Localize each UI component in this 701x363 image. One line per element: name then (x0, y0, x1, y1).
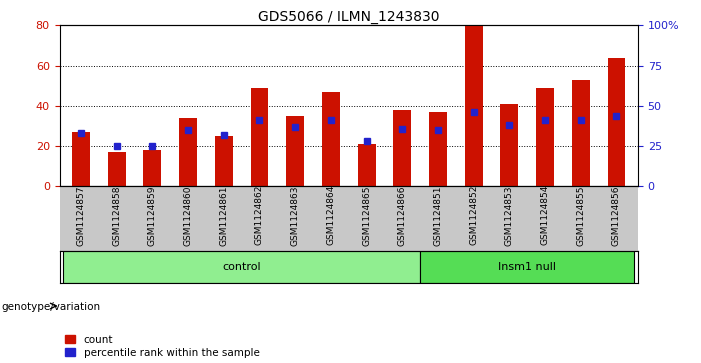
Bar (429, 112, 447, 187)
Bar (501, 104, 518, 187)
Bar (250, 88, 268, 187)
Bar (179, 118, 197, 187)
Text: genotype/variation: genotype/variation (1, 302, 100, 312)
Text: Insm1 null: Insm1 null (498, 262, 556, 272)
Bar (572, 80, 590, 187)
Bar (536, 88, 554, 187)
Bar (144, 150, 161, 187)
Bar (393, 110, 411, 187)
Bar (322, 92, 340, 187)
Bar (63, 251, 420, 283)
Bar (215, 136, 233, 187)
Bar (286, 116, 304, 187)
Bar (108, 152, 125, 187)
Title: GDS5066 / ILMN_1243830: GDS5066 / ILMN_1243830 (258, 11, 440, 24)
Bar (358, 144, 376, 187)
Bar (465, 25, 482, 187)
Text: control: control (222, 262, 261, 272)
Legend: count, percentile rank within the sample: count, percentile rank within the sample (64, 335, 259, 358)
Bar (72, 132, 90, 187)
Bar (608, 58, 625, 187)
Bar (420, 251, 634, 283)
